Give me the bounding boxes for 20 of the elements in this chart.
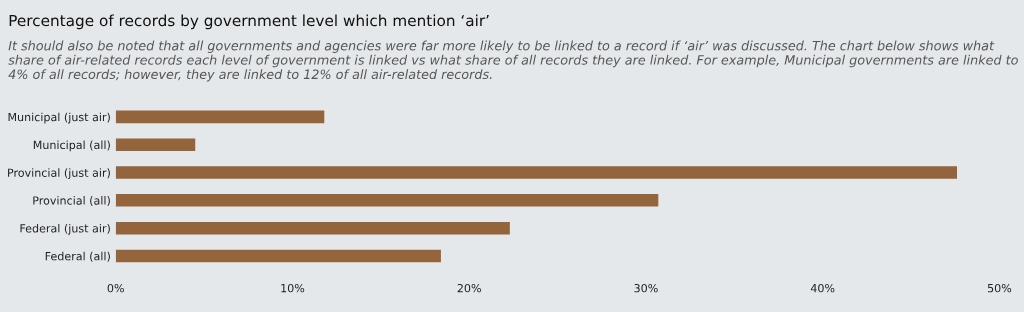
y-tick-label: Federal (all)	[45, 251, 110, 262]
x-tick-label: 0%	[107, 283, 124, 293]
x-tick-label: 10%	[281, 283, 305, 293]
x-tick-label: 50%	[987, 283, 1012, 293]
y-tick-label: Municipal (just air)	[8, 112, 110, 124]
chart-subtitle: It should also be noted that all governments and agencies were far more likely to be linked to a record if ‘air’ was discussed. The chart below shows what share of air-related records each level of government is linked vs what share of all records they are linked. For example, Municipal governments are linked to 4% of all records; however, they are linked to 12% of all air-related records.	[8, 40, 1018, 82]
bar	[115, 249, 441, 263]
y-tick-label: Provincial (all)	[33, 196, 110, 207]
y-tick-label: Municipal (all)	[33, 140, 110, 152]
x-tick-label: 40%	[810, 283, 835, 293]
bar	[115, 221, 510, 235]
bar	[115, 194, 659, 207]
y-tick-label: Federal (just air)	[20, 223, 110, 235]
x-tick-label: 30%	[634, 283, 658, 293]
bar	[115, 138, 196, 151]
y-tick-label: Provincial (just air)	[8, 168, 110, 180]
bar	[115, 110, 325, 124]
bar	[115, 166, 958, 179]
x-tick-label: 20%	[457, 283, 481, 293]
chart-title: Percentage of records by government level which mention ‘air’	[9, 14, 489, 30]
